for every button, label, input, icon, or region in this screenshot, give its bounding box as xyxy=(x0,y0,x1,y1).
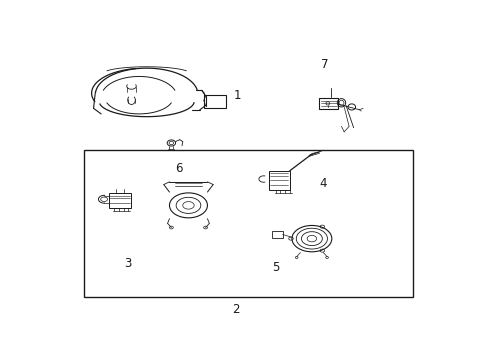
Bar xyxy=(318,98,339,109)
Text: 6: 6 xyxy=(175,162,183,175)
Text: 4: 4 xyxy=(319,177,327,190)
Text: 1: 1 xyxy=(234,89,242,102)
Text: 7: 7 xyxy=(321,58,329,71)
Text: 2: 2 xyxy=(232,303,240,316)
Bar xyxy=(204,95,226,108)
Bar xyxy=(109,193,131,208)
Text: 5: 5 xyxy=(272,261,279,274)
Text: 3: 3 xyxy=(124,257,131,270)
Bar xyxy=(269,171,290,190)
Bar xyxy=(84,150,413,297)
Bar xyxy=(272,231,283,238)
